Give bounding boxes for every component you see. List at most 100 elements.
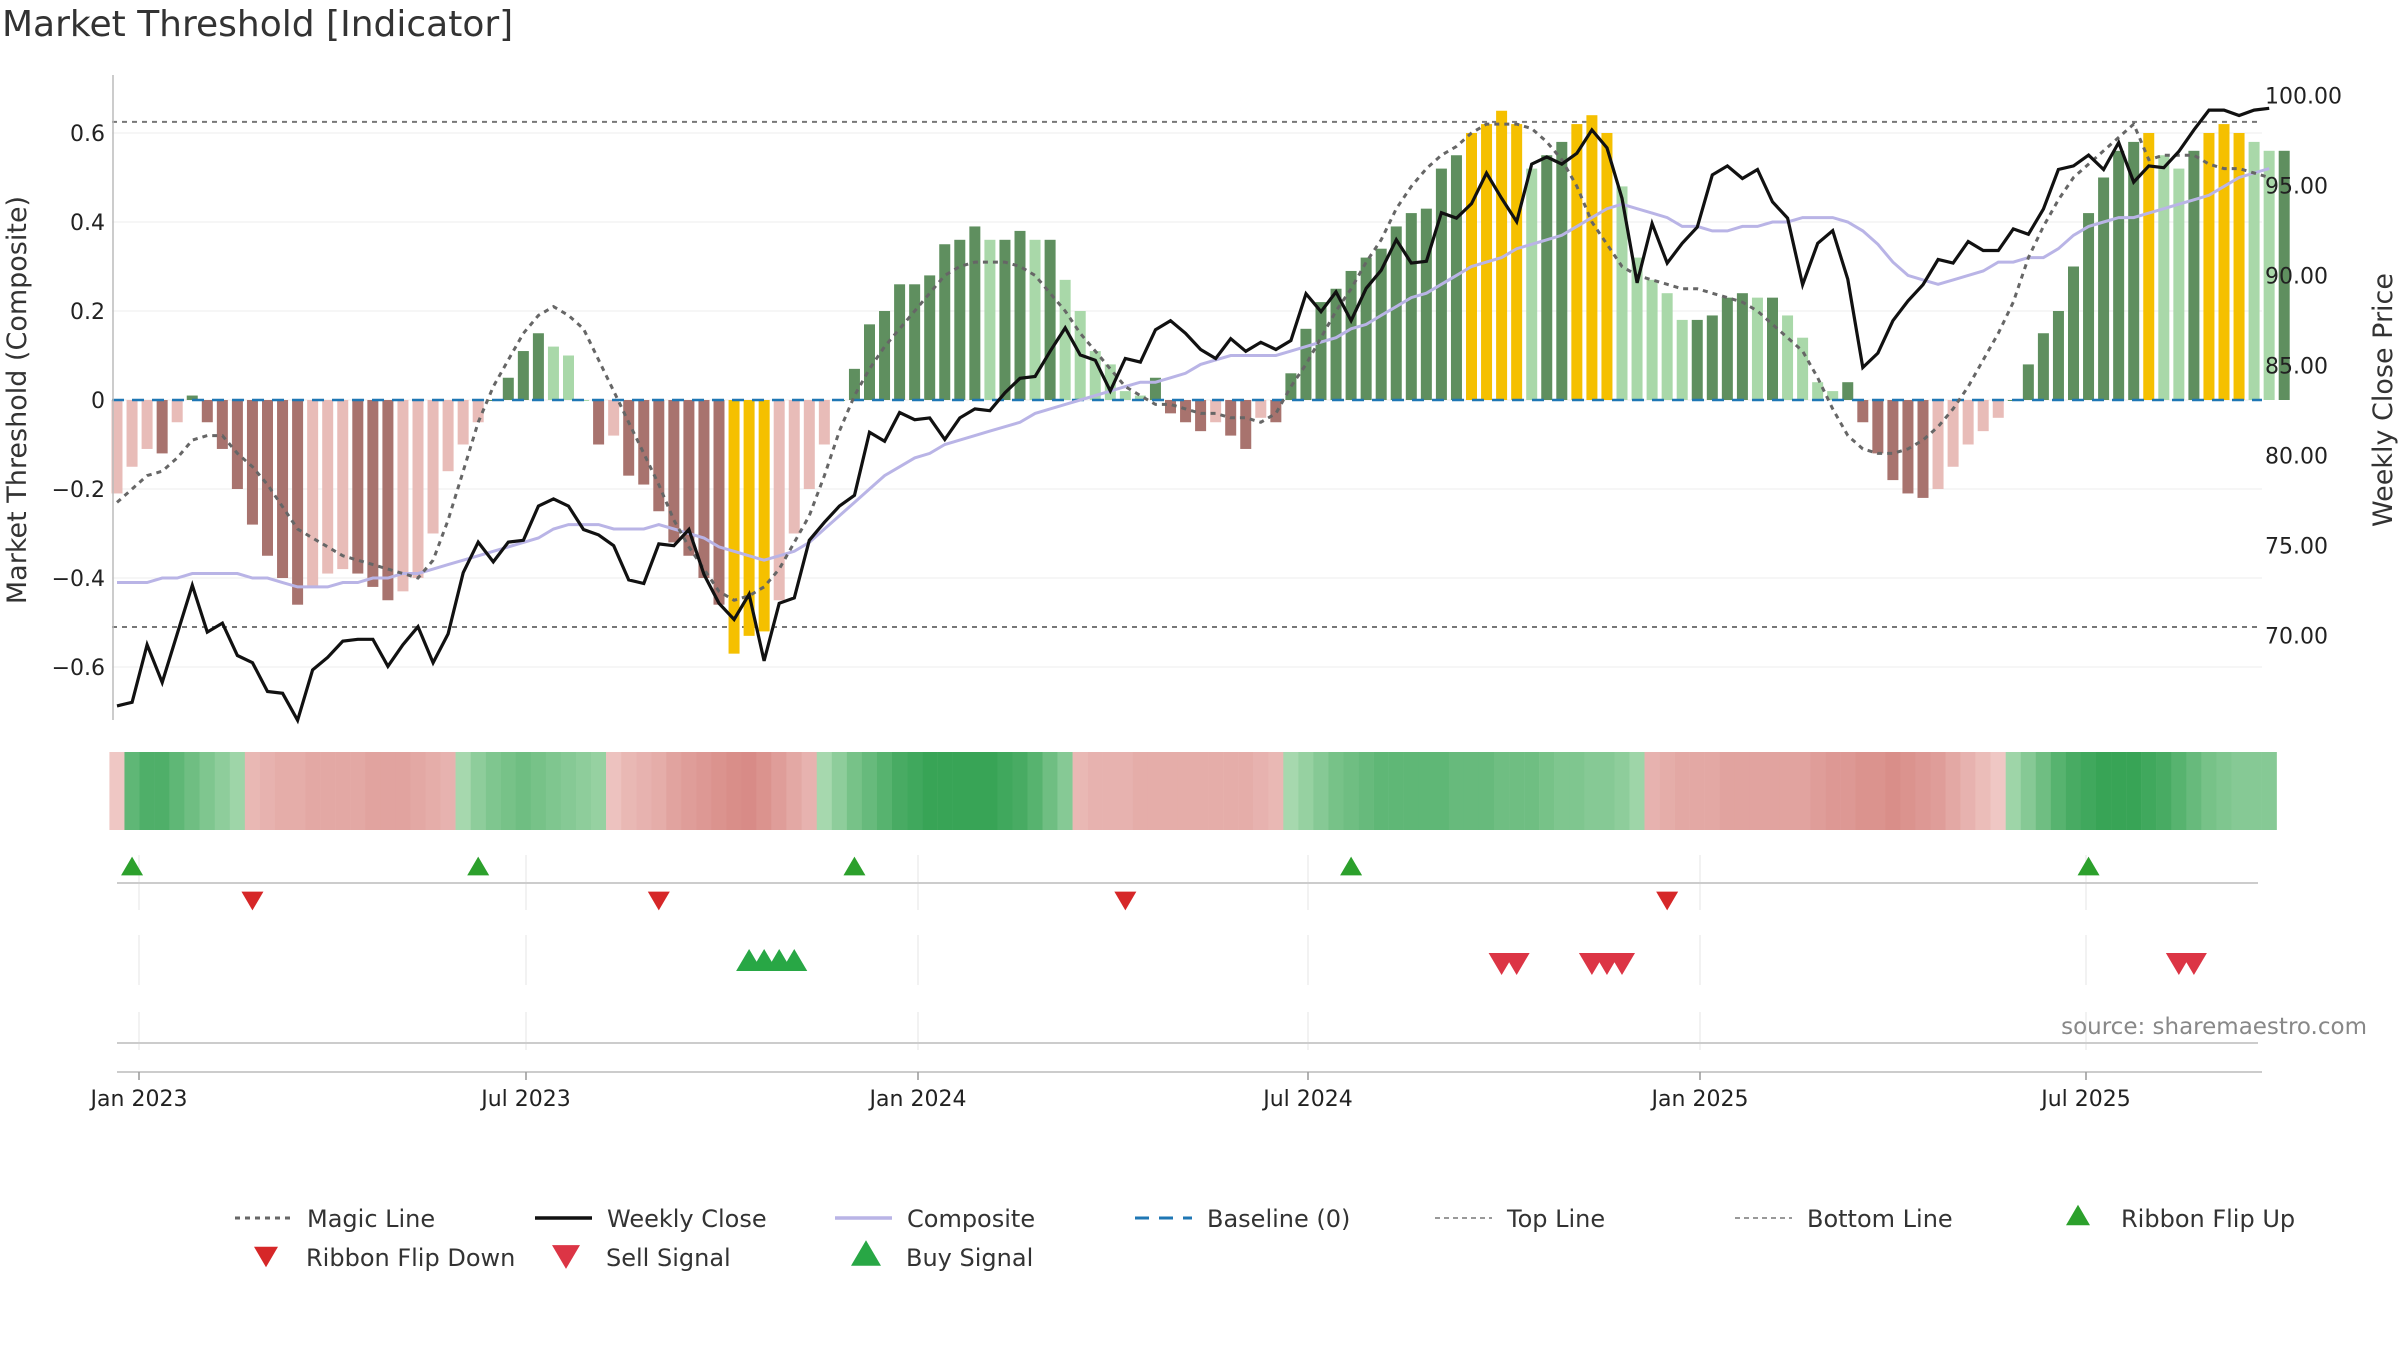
composite-line: [117, 167, 2270, 589]
composite-bar: [1842, 382, 1854, 400]
ribbon-cell: [681, 752, 697, 830]
composite-bar: [141, 400, 153, 449]
composite-bar: [563, 355, 574, 400]
composite-bar: [638, 400, 650, 485]
ribbon-cell: [1554, 752, 1570, 830]
composite-bar: [1119, 391, 1131, 400]
composite-bar: [1044, 239, 1056, 400]
ribbon-cell: [1524, 752, 1540, 830]
composite-bar: [1571, 124, 1583, 400]
composite-bar: [1827, 391, 1839, 400]
composite-bar: [1285, 373, 1297, 400]
composite-bar: [608, 400, 620, 436]
ribbon-cell: [1930, 752, 1946, 830]
ribbon-cell: [696, 752, 712, 830]
y2-tick-label: 80.00: [2265, 445, 2328, 470]
ribbon-flip-down-marker: [1114, 891, 1137, 911]
ribbon-cell: [1042, 752, 1058, 830]
legend-label: Composite: [907, 1205, 1035, 1233]
composite-bar: [683, 400, 695, 556]
composite-bar: [758, 400, 770, 632]
ribbon-flip-up-marker: [1340, 856, 1363, 876]
ribbon-cell: [816, 752, 833, 830]
ribbon-cell: [515, 752, 532, 830]
ribbon-cell: [500, 752, 516, 830]
ribbon-cell: [1840, 752, 1856, 830]
composite-bar: [1315, 302, 1327, 400]
x-tick-label: Jan 2023: [89, 1087, 188, 1112]
composite-bar: [2173, 168, 2185, 400]
composite-bar: [909, 284, 921, 400]
ribbon-cell: [937, 752, 953, 830]
composite-bar: [1872, 400, 1884, 454]
ribbon-cell: [1057, 752, 1073, 830]
composite-bar: [2188, 150, 2200, 400]
composite-bar: [442, 400, 454, 472]
composite-bar: [1962, 400, 1974, 445]
composite-bar: [1104, 364, 1116, 400]
composite-bar: [277, 400, 289, 578]
composite-bar: [894, 284, 906, 400]
ribbon-cell: [982, 752, 998, 830]
ribbon-cell: [846, 752, 863, 830]
composite-bar: [818, 400, 830, 445]
composite-bar: [292, 400, 304, 605]
ribbon-cell: [1990, 752, 2006, 830]
composite-bar: [1014, 230, 1026, 400]
composite-bar: [1736, 293, 1748, 400]
y2-tick-label: 85.00: [2265, 355, 2328, 380]
ribbon-cell: [1253, 752, 1269, 830]
composite-bar: [773, 400, 785, 601]
ribbon-cell: [1208, 752, 1224, 830]
ribbon-flip-down-marker: [1656, 891, 1679, 911]
composite-bar: [307, 400, 319, 587]
y2-axis-label: Weekly Close Price: [2368, 273, 2399, 527]
composite-bar: [1631, 257, 1643, 400]
ribbon-flip-up-marker: [843, 856, 866, 876]
composite-bar: [2263, 150, 2275, 400]
ribbon-cell: [621, 752, 637, 830]
legend-label: Top Line: [1506, 1205, 1605, 1233]
axes: 0.6 0.4 0.2 0 −0.2 −0.4 −0.6 100.00 95.00 90.00 85…: [2, 75, 2399, 720]
composite-bar: [1947, 400, 1959, 467]
ribbon-cell: [636, 752, 652, 830]
ribbon-cell: [1117, 752, 1134, 830]
composite-bar: [352, 400, 364, 574]
y2-tick-label: 95.00: [2265, 175, 2328, 200]
ribbon-cell: [2216, 752, 2232, 830]
ribbon-cell: [1328, 752, 1344, 830]
y2-tick-label: 70.00: [2265, 625, 2328, 650]
y-tick-label: 0.2: [70, 300, 105, 325]
composite-bar: [186, 395, 198, 400]
ribbon-cell: [1810, 752, 1826, 830]
composite-bar: [1917, 400, 1929, 498]
ribbon-cell: [229, 752, 246, 830]
ribbon-cell: [335, 752, 351, 830]
composite-bar: [1797, 337, 1809, 400]
composite-bar: [262, 400, 273, 556]
ribbon-cell: [1795, 752, 1811, 830]
ribbon-cell: [2261, 752, 2277, 830]
ribbon-cell: [410, 752, 426, 830]
ribbon-cell: [1283, 752, 1299, 830]
ribbon-cell: [259, 752, 276, 830]
ribbon-cell: [666, 752, 682, 830]
ribbon-cell: [831, 752, 848, 830]
composite-bar: [517, 351, 529, 400]
composite-bar: [1661, 293, 1673, 400]
composite-bar: [1059, 279, 1071, 400]
ribbon-cell: [124, 752, 140, 830]
ribbon-cell: [2186, 752, 2202, 830]
composite-bar: [939, 244, 951, 400]
ribbon-flip-up-marker: [2077, 856, 2100, 876]
ribbon-flip-row: [117, 855, 2258, 911]
composite-bar: [367, 400, 379, 587]
ribbon-cell: [1373, 752, 1389, 830]
ribbon-cell: [1418, 752, 1435, 830]
composite-bars: [111, 110, 2290, 654]
composite-bar: [2022, 364, 2034, 400]
ribbon-cell: [470, 752, 486, 830]
ribbon-cell: [1870, 752, 1886, 830]
ribbon-cell: [801, 752, 817, 830]
legend-key-9: [851, 1240, 881, 1266]
